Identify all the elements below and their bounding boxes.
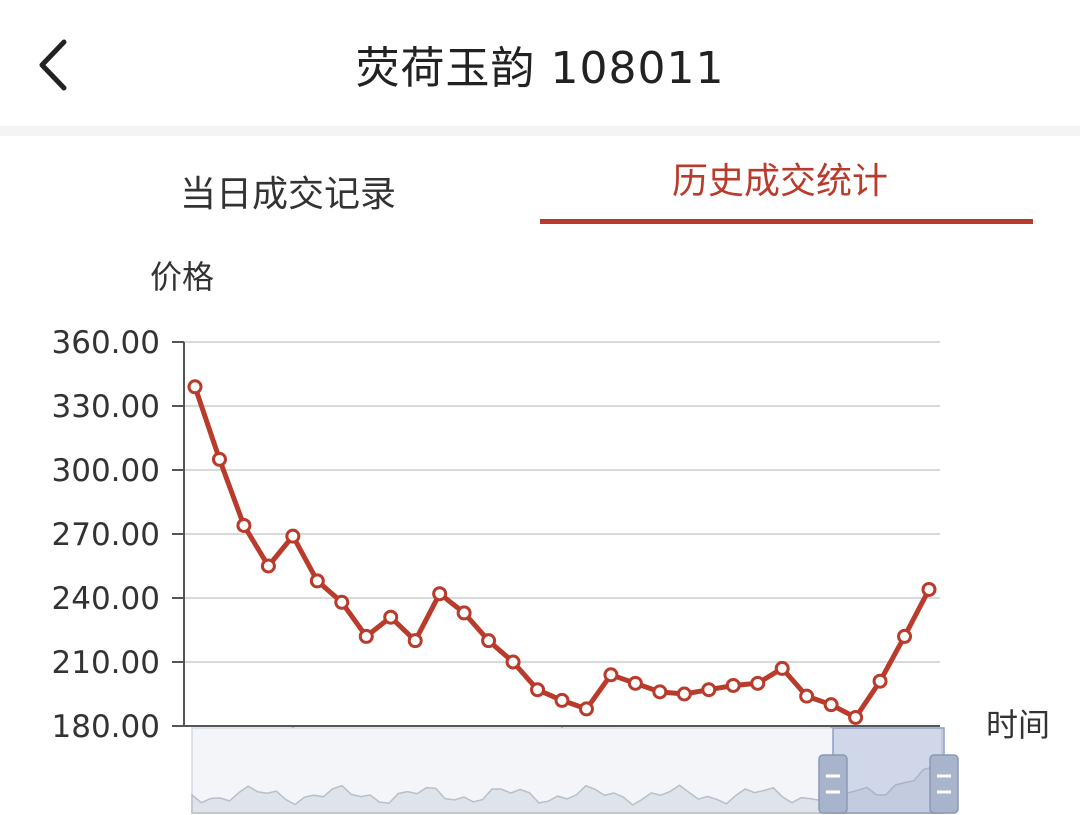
price-line-chart: 价格 时间 180.00 210.00 240.00 270.00 300.00 330.… — [52, 258, 1050, 814]
price-data-point — [652, 684, 668, 700]
x-axis-title: 时间 — [986, 706, 1050, 744]
y-tick-label: 270.00 — [52, 517, 160, 553]
price-data-point — [260, 558, 276, 574]
price-data-point — [701, 682, 717, 698]
price-data-point — [725, 677, 741, 693]
navigation-bar: 荧荷玉韵 108011 — [0, 0, 1080, 126]
zoom-handle-right[interactable] — [929, 754, 959, 814]
price-data-point — [603, 667, 619, 683]
y-tick-label: 360.00 — [52, 325, 160, 361]
price-data-point — [432, 586, 448, 602]
price-data-point — [187, 379, 203, 395]
page-title: 荧荷玉韵 108011 — [355, 43, 725, 94]
header-divider — [0, 126, 1080, 136]
price-data-point — [627, 675, 643, 691]
price-data-point — [823, 697, 839, 713]
price-data-point — [530, 682, 546, 698]
price-data-point — [211, 451, 227, 467]
zoom-selection-window[interactable] — [832, 727, 945, 814]
active-tab-indicator — [540, 219, 1033, 224]
price-data-point — [750, 675, 766, 691]
price-data-point — [334, 594, 350, 610]
price-data-point — [921, 581, 937, 597]
price-data-point — [481, 633, 497, 649]
price-data-point — [309, 573, 325, 589]
price-data-point — [554, 692, 570, 708]
y-axis-title: 价格 — [150, 258, 214, 296]
zoom-handle-body — [929, 754, 959, 814]
price-data-point — [236, 517, 252, 533]
zoom-handle-left[interactable] — [818, 754, 848, 814]
price-series-line — [192, 384, 932, 720]
y-tick-label: 300.00 — [52, 453, 160, 489]
price-data-point — [872, 673, 888, 689]
price-data-point — [799, 688, 815, 704]
back-arrow-icon[interactable] — [30, 30, 82, 100]
price-data-point — [505, 654, 521, 670]
price-data-point — [383, 609, 399, 625]
y-tick-label: 210.00 — [52, 645, 160, 681]
price-data-point — [407, 633, 423, 649]
price-data-point — [774, 660, 790, 676]
zoom-handle-body — [818, 754, 848, 814]
price-data-point — [676, 686, 692, 702]
price-data-point — [285, 528, 301, 544]
price-data-point — [897, 628, 913, 644]
price-data-point — [578, 701, 594, 717]
y-tick-label: 180.00 — [52, 709, 160, 745]
price-data-point — [456, 605, 472, 621]
tab-history-stats[interactable]: 历史成交统计 — [672, 161, 889, 202]
tab-daily-records[interactable]: 当日成交记录 — [180, 174, 397, 215]
y-tick-label: 240.00 — [52, 581, 160, 617]
price-data-point — [848, 709, 864, 725]
price-data-point — [358, 628, 374, 644]
y-tick-label: 330.00 — [52, 389, 160, 425]
